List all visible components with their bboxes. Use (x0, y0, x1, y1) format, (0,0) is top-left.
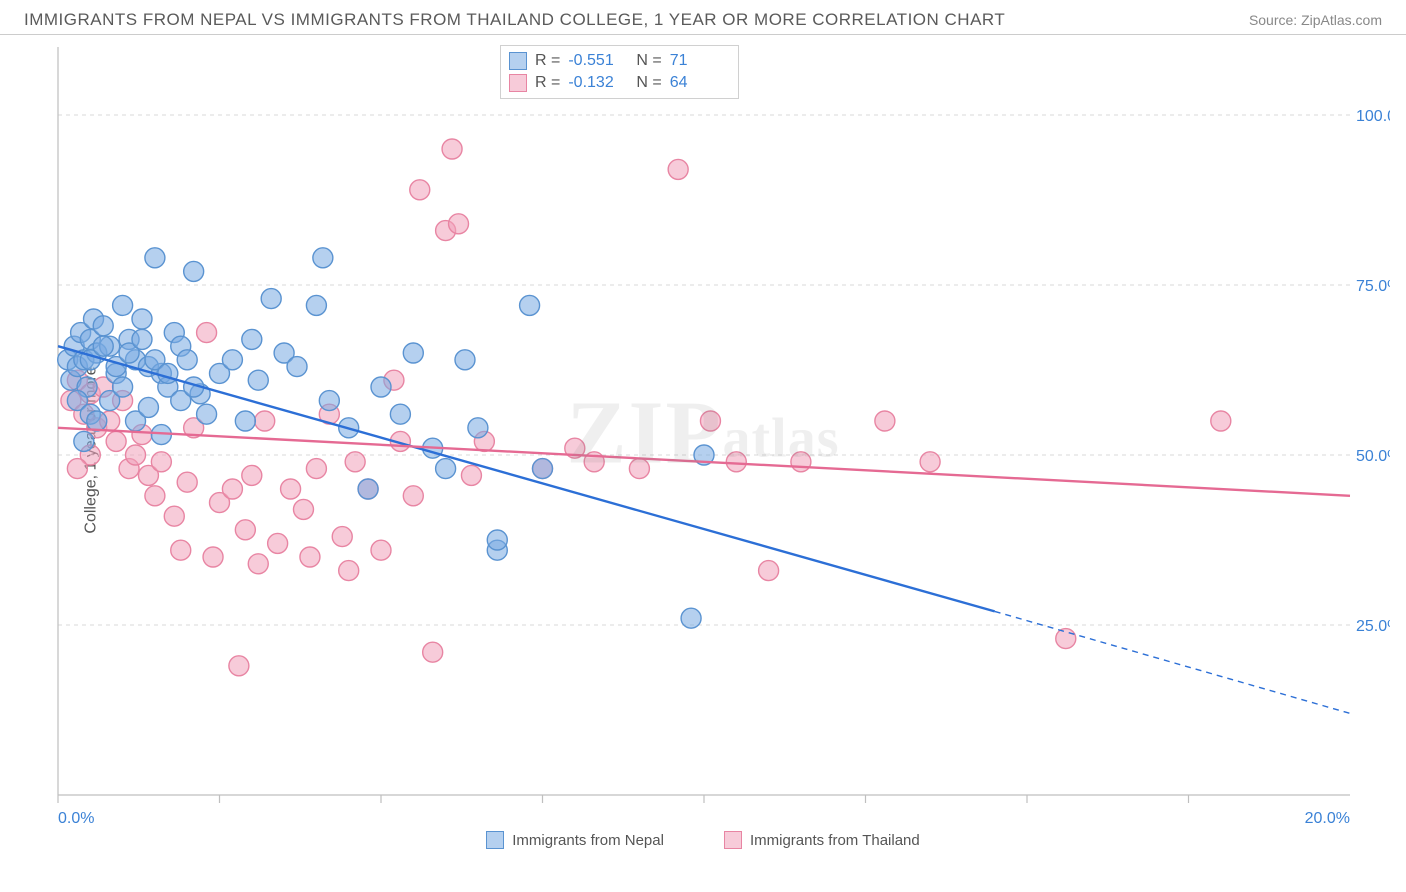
correlation-row-nepal: R = -0.551 N = 71 (509, 50, 730, 72)
legend-item-thailand: Immigrants from Thailand (724, 831, 920, 849)
legend-swatch-nepal-footer (486, 831, 504, 849)
legend-swatch-thailand (509, 74, 527, 92)
r-value-thailand: -0.132 (568, 74, 628, 92)
series-legend: Immigrants from Nepal Immigrants from Th… (0, 823, 1406, 865)
source-prefix: Source: (1249, 12, 1301, 28)
correlation-legend: R = -0.551 N = 71 R = -0.132 N = 64 (500, 45, 739, 99)
svg-text:25.0%: 25.0% (1356, 618, 1390, 635)
legend-label-thailand: Immigrants from Thailand (750, 832, 920, 849)
svg-text:100.0%: 100.0% (1356, 108, 1390, 125)
correlation-row-thailand: R = -0.132 N = 64 (509, 72, 730, 94)
scatter-plot: 25.0%50.0%75.0%100.0%0.0%20.0% (50, 35, 1390, 835)
n-value-nepal: 71 (670, 52, 730, 70)
svg-text:50.0%: 50.0% (1356, 448, 1390, 465)
r-label: R = (535, 74, 560, 92)
chart-header: IMMIGRANTS FROM NEPAL VS IMMIGRANTS FROM… (0, 0, 1406, 35)
chart-title: IMMIGRANTS FROM NEPAL VS IMMIGRANTS FROM… (24, 10, 1005, 30)
n-label: N = (636, 52, 661, 70)
svg-text:75.0%: 75.0% (1356, 278, 1390, 295)
r-value-nepal: -0.551 (568, 52, 628, 70)
source-attribution: Source: ZipAtlas.com (1249, 12, 1382, 28)
legend-item-nepal: Immigrants from Nepal (486, 831, 664, 849)
chart-area: College, 1 year or more 25.0%50.0%75.0%1… (0, 35, 1406, 865)
n-value-thailand: 64 (670, 74, 730, 92)
r-label: R = (535, 52, 560, 70)
legend-swatch-thailand-footer (724, 831, 742, 849)
legend-swatch-nepal (509, 52, 527, 70)
n-label: N = (636, 74, 661, 92)
source-name: ZipAtlas.com (1301, 12, 1382, 28)
legend-label-nepal: Immigrants from Nepal (512, 832, 664, 849)
